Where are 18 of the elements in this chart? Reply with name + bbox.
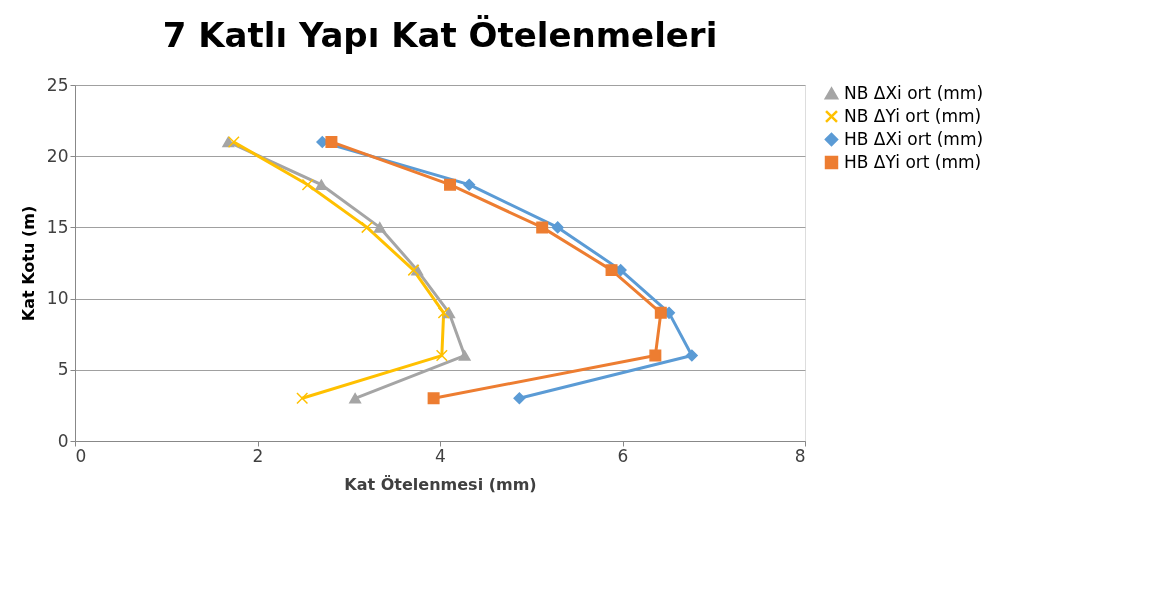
y-tick-label: 15: [46, 216, 69, 237]
x-tick-label: 0: [75, 445, 87, 466]
x-tick-label: 8: [794, 445, 806, 466]
y-tick-label: 20: [46, 145, 69, 166]
x-axis-title: Kat Ötelenmesi (mm): [344, 474, 537, 494]
chart-title: 7 Katlı Yapı Kat Ötelenmeleri: [162, 15, 718, 55]
legend-label: HB ΔYi ort (mm): [844, 151, 982, 172]
y-tick-label: 5: [57, 359, 69, 380]
y-axis-title: Kat Kotu (m): [18, 205, 38, 322]
x-tick-label: 2: [252, 445, 264, 466]
x-tick-label: 6: [617, 445, 629, 466]
legend-label: HB ΔXi ort (mm): [844, 128, 984, 149]
x-tick-label: 4: [435, 445, 446, 466]
y-tick-label: 0: [57, 430, 69, 451]
y-tick-label: 10: [46, 288, 69, 309]
legend-label: NB ΔYi ort (mm): [844, 105, 982, 126]
legend-label: NB ΔXi ort (mm): [844, 82, 984, 103]
y-tick-label: 25: [46, 74, 69, 95]
